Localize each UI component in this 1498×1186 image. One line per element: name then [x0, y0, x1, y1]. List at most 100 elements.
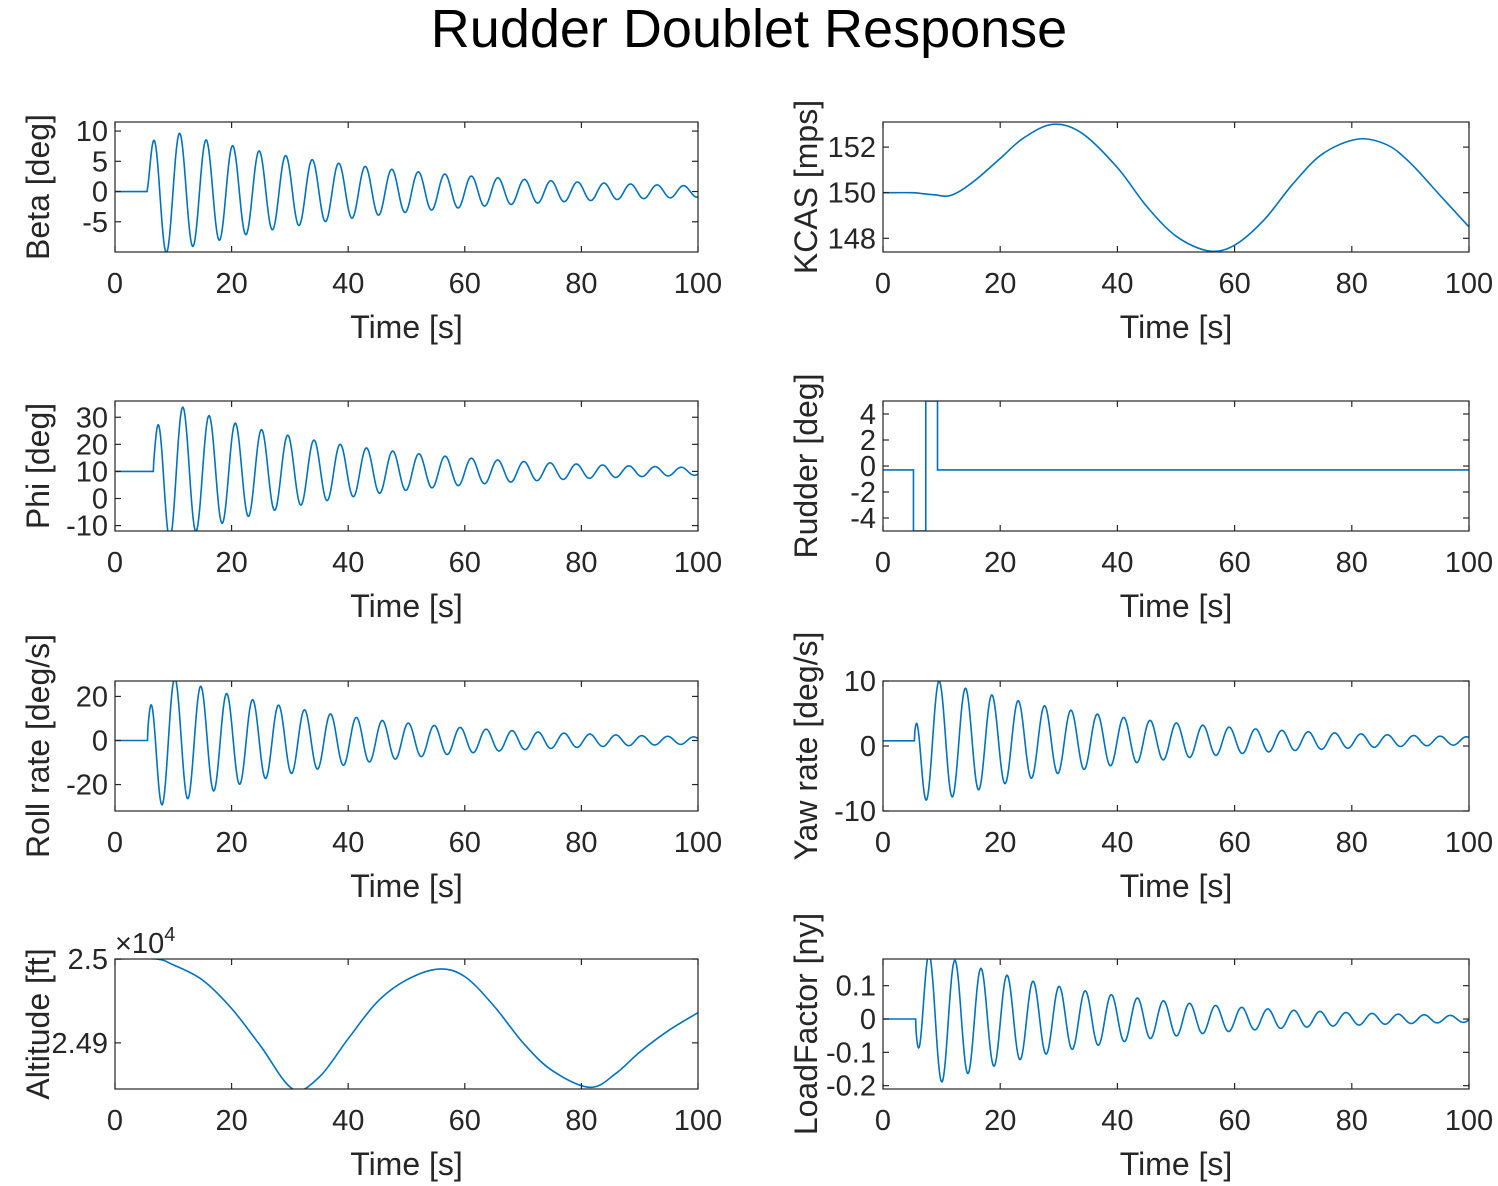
x-tick-label: 0 — [107, 827, 123, 859]
y-tick-label: 2 — [860, 425, 876, 457]
x-tick-label: 60 — [1218, 268, 1250, 300]
x-tick-label: 80 — [565, 547, 597, 579]
y-tick-label: 0 — [860, 451, 876, 483]
series-line-beta — [115, 132, 698, 252]
x-tick-label: 100 — [1445, 827, 1493, 859]
y-tick-label: -2 — [850, 477, 876, 509]
y-tick-label: 2.5 — [68, 944, 108, 976]
x-tick-label: 80 — [1336, 1105, 1368, 1137]
x-tick-label: 0 — [107, 547, 123, 579]
x-axis-label: Time [s] — [350, 309, 463, 345]
x-tick-label: 20 — [215, 547, 247, 579]
x-axis-label: Time [s] — [350, 1146, 463, 1182]
y-exponent-label: ×104 — [115, 924, 175, 960]
y-tick-label: -0.2 — [826, 1071, 876, 1103]
x-tick-label: 60 — [1218, 827, 1250, 859]
series-line-loadfactor — [883, 959, 1469, 1083]
x-tick-label: 60 — [449, 547, 481, 579]
series-line-phi — [115, 406, 698, 531]
x-tick-label: 100 — [1445, 268, 1493, 300]
x-tick-label: 20 — [215, 268, 247, 300]
x-tick-label: 40 — [1101, 547, 1133, 579]
y-tick-label: 0 — [92, 725, 108, 757]
x-tick-label: 20 — [984, 268, 1016, 300]
x-tick-label: 40 — [332, 547, 364, 579]
y-tick-label: 20 — [76, 681, 108, 713]
series-line-yaw — [883, 681, 1469, 801]
y-axis-label: Altitude [ft] — [20, 948, 56, 1099]
x-tick-label: 40 — [1101, 268, 1133, 300]
y-tick-label: -0.1 — [826, 1037, 876, 1069]
x-tick-label: 40 — [1101, 1105, 1133, 1137]
y-tick-label: 20 — [76, 429, 108, 461]
x-tick-label: 20 — [215, 1105, 247, 1137]
x-tick-label: 80 — [1336, 827, 1368, 859]
y-tick-label: 152 — [828, 132, 876, 164]
x-tick-label: 100 — [674, 1105, 722, 1137]
y-axis-label: Yaw rate [deg/s] — [788, 632, 824, 861]
y-axis-label: Phi [deg] — [20, 403, 56, 529]
x-tick-label: 40 — [332, 268, 364, 300]
subplot-kcas: 0 20 40 60 80 100 152 150 148 Time [s] KCAS [mps] — [788, 100, 1493, 345]
x-tick-label: 60 — [449, 268, 481, 300]
x-tick-label: 40 — [332, 827, 364, 859]
axes-box-phi — [114, 400, 699, 532]
axes-box-roll — [114, 680, 699, 812]
y-tick-label: -4 — [850, 503, 876, 535]
y-tick-label: 0 — [92, 484, 108, 516]
x-tick-label: 20 — [984, 1105, 1016, 1137]
series-line-roll — [115, 681, 698, 806]
x-tick-label: 0 — [875, 1105, 891, 1137]
y-tick-label: 148 — [828, 223, 876, 255]
x-tick-label: 100 — [674, 268, 722, 300]
x-tick-label: 80 — [565, 268, 597, 300]
x-tick-label: 0 — [107, 1105, 123, 1137]
x-axis-label: Time [s] — [1120, 309, 1233, 345]
axes-box-kcas — [882, 121, 1470, 253]
y-tick-label: 150 — [828, 178, 876, 210]
axes-box-beta — [114, 121, 699, 253]
x-tick-label: 100 — [1445, 1105, 1493, 1137]
x-tick-label: 80 — [1336, 547, 1368, 579]
x-tick-label: 60 — [449, 827, 481, 859]
x-axis-label: Time [s] — [1120, 868, 1233, 904]
x-axis-label: Time [s] — [350, 588, 463, 624]
y-tick-label: 10 — [844, 666, 876, 698]
y-tick-label: -5 — [82, 207, 108, 239]
y-axis-label: KCAS [mps] — [788, 100, 824, 274]
x-tick-label: 80 — [565, 1105, 597, 1137]
x-axis-label: Time [s] — [1120, 588, 1233, 624]
y-tick-label: 4 — [860, 399, 876, 431]
y-tick-label: 0 — [860, 731, 876, 763]
y-tick-label: 10 — [76, 116, 108, 148]
subplot-altitude: 0 20 40 60 80 100 2.5 2.49 Time [s] Altitude [ft]… — [20, 924, 722, 1182]
x-tick-label: 80 — [1336, 268, 1368, 300]
x-tick-label: 0 — [875, 827, 891, 859]
x-tick-label: 20 — [984, 827, 1016, 859]
y-axis-label: Beta [deg] — [20, 114, 56, 260]
y-axis-label: Rudder [deg] — [788, 373, 824, 558]
x-tick-label: 100 — [674, 827, 722, 859]
x-tick-label: 100 — [674, 547, 722, 579]
y-axis-label: Roll rate [deg/s] — [20, 634, 56, 858]
axes-box-altitude — [114, 958, 699, 1090]
x-tick-label: 20 — [984, 547, 1016, 579]
y-tick-label: 0 — [92, 177, 108, 209]
y-tick-label: 0.1 — [836, 971, 876, 1003]
x-tick-label: 20 — [215, 827, 247, 859]
x-tick-label: 100 — [1445, 547, 1493, 579]
axes-box-yaw — [882, 680, 1470, 812]
series-line-rudder — [883, 401, 1469, 531]
y-tick-label: 2.49 — [52, 1028, 108, 1060]
y-tick-label: 0 — [860, 1004, 876, 1036]
x-tick-label: 60 — [449, 1105, 481, 1137]
x-tick-label: 40 — [332, 1105, 364, 1137]
x-tick-label: 60 — [1218, 1105, 1250, 1137]
y-tick-label: 10 — [76, 456, 108, 488]
x-tick-label: 80 — [565, 827, 597, 859]
subplot-roll: 0 20 40 60 80 100 20 0 -20 Time [s] Roll rate [deg… — [20, 634, 722, 904]
